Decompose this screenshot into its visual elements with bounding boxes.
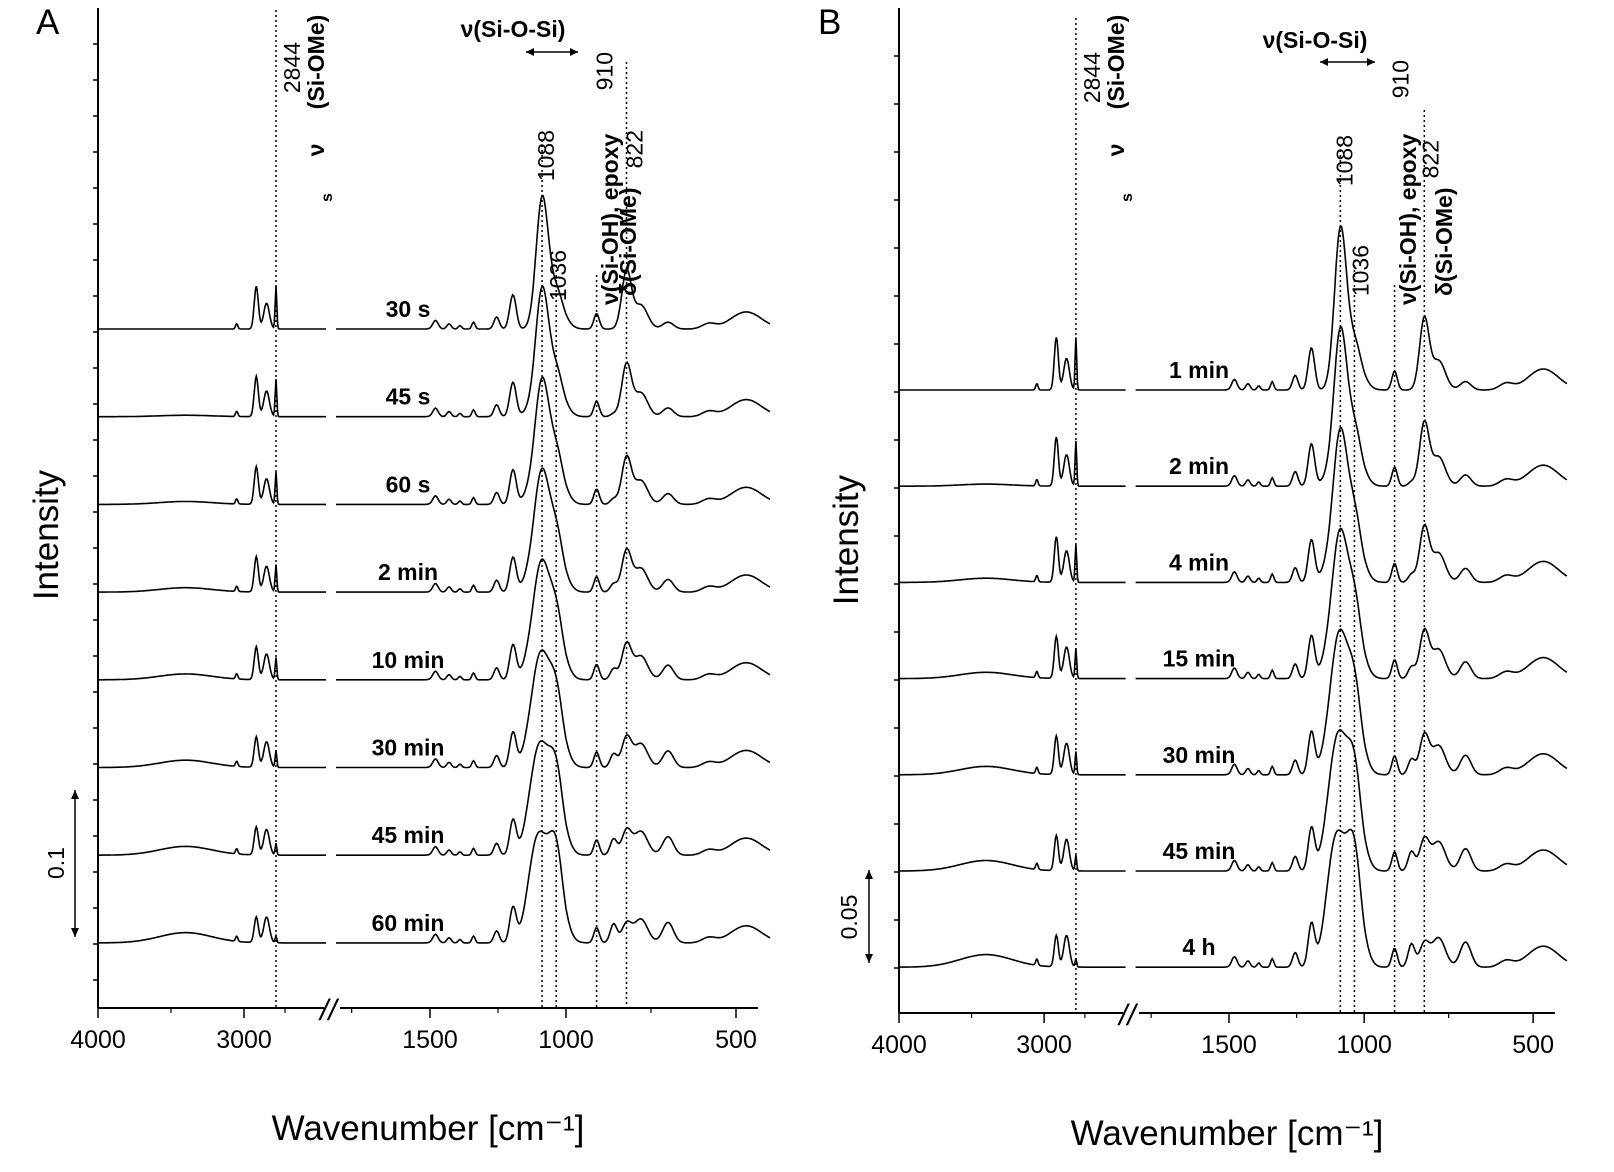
- spectrum-trace: [899, 832, 1126, 872]
- assignment-label: ν(Si-OH), epoxy: [1395, 134, 1421, 305]
- spectrum-trace: [98, 914, 326, 944]
- assignment-label: ν(Si-OH), epoxy: [597, 134, 623, 305]
- panel-b: B // 4000 3000 1500 1000 500 Wavenumber [cm⁻¹] I…: [818, 3, 1568, 1153]
- peak-number: 910: [592, 52, 618, 90]
- assignment-label: δ(Si-OMe): [1431, 188, 1457, 297]
- x-tick-label: 1000: [538, 1026, 594, 1054]
- spectrum-trace: [98, 373, 326, 418]
- spectrum-trace: [1135, 426, 1568, 584]
- panel-letter: A: [36, 3, 60, 42]
- spectrum-trace: [1135, 828, 1568, 968]
- trace-label: 45 min: [372, 822, 445, 848]
- spectrum-trace: [98, 286, 326, 330]
- spectrum-trace: [98, 463, 326, 506]
- trace-label: 30 min: [372, 735, 445, 761]
- y-axis-title: Intensity: [27, 469, 66, 600]
- x-tick-label: 500: [1512, 1031, 1554, 1059]
- spectrum-trace: [899, 633, 1126, 680]
- spectrum-trace: [1135, 527, 1568, 680]
- peak-number: 2844: [279, 42, 305, 93]
- spectrum-trace: [336, 740, 771, 856]
- peak-number: 2844: [1079, 52, 1105, 103]
- x-tick-label: 500: [715, 1026, 757, 1054]
- trace-label: 1 min: [1169, 357, 1229, 383]
- spectrum-trace: [899, 733, 1126, 776]
- panel-letter: B: [818, 3, 841, 42]
- peak-number: 822: [1417, 140, 1443, 178]
- spectrum-trace: [336, 649, 771, 769]
- assignment-subscript: s: [319, 193, 336, 202]
- assignment-label: (Si-OMe): [1103, 15, 1129, 110]
- x-tick-label: 1500: [1201, 1031, 1257, 1059]
- assignment-label: (Si-OMe): [303, 15, 329, 110]
- peak-number: 1036: [545, 250, 571, 301]
- peak-number: 822: [622, 130, 648, 168]
- trace-label: 15 min: [1163, 646, 1236, 672]
- trace-label: 60 min: [372, 910, 445, 936]
- trace-label: 2 min: [1169, 453, 1229, 479]
- x-tick-label: 3000: [216, 1026, 272, 1054]
- peak-number: 910: [1388, 60, 1414, 98]
- x-axis-title: Wavenumber [cm⁻¹]: [1071, 1114, 1384, 1153]
- scale-bar-label: 0.1: [43, 847, 69, 879]
- spectrum-trace: [98, 644, 326, 681]
- spectrum-trace: [1135, 729, 1568, 872]
- spectrum-trace: [898, 932, 1126, 968]
- trace-label: 30 min: [1163, 742, 1236, 768]
- axis-break: //: [318, 994, 339, 1027]
- spectrum-trace: [899, 536, 1126, 584]
- assignment-label: ν: [303, 144, 329, 157]
- spectrum-trace: [1135, 628, 1568, 776]
- spectrum-trace: [98, 734, 326, 769]
- spectrum-trace: [1135, 225, 1568, 391]
- x-axis-title: Wavenumber [cm⁻¹]: [272, 1109, 585, 1148]
- trace-label: 60 s: [386, 471, 431, 497]
- x-tick-label: 4000: [871, 1031, 927, 1059]
- assignment-subscript: s: [1119, 193, 1136, 202]
- spectrum-trace: [336, 376, 771, 506]
- y-axis-title: Intensity: [827, 474, 866, 605]
- assignment-label: ν: [1103, 144, 1129, 157]
- trace-label: 2 min: [378, 559, 438, 585]
- spectrum-trace: [336, 194, 771, 330]
- spectrum-trace: [899, 436, 1126, 487]
- peak-number: 1088: [1331, 135, 1357, 186]
- spectrum-trace: [899, 337, 1126, 391]
- spectrum-trace: [336, 558, 771, 681]
- panel-a: A // 4000 3000 1500 1000 500 Wavenumber [cm⁻¹] I…: [27, 3, 771, 1148]
- trace-label: 30 s: [386, 296, 431, 322]
- x-tick-label: 4000: [70, 1026, 126, 1054]
- axis-break: //: [1117, 999, 1138, 1032]
- peak-number: 1036: [1347, 245, 1373, 296]
- trace-label: 4 h: [1182, 934, 1215, 960]
- x-tick-label: 1500: [402, 1026, 458, 1054]
- trace-label: 10 min: [372, 647, 445, 673]
- x-tick-label: 3000: [1016, 1031, 1072, 1059]
- spectrum-trace: [336, 285, 771, 418]
- trace-label: 4 min: [1169, 549, 1229, 575]
- spectrum-trace: [98, 553, 326, 593]
- scale-bar-label: 0.05: [836, 895, 862, 940]
- spectrum-trace: [1135, 325, 1568, 487]
- trace-label: 45 s: [386, 384, 431, 410]
- spectrum-trace: [336, 467, 771, 593]
- trace-label: 45 min: [1163, 838, 1236, 864]
- peak-number: 1088: [533, 130, 559, 181]
- spectrum-trace: [98, 824, 326, 856]
- assignment-label: δ(Si-OMe): [615, 188, 641, 297]
- spectrum-trace: [336, 829, 771, 944]
- assignment-label: ν(Si-O-Si): [1263, 27, 1368, 53]
- x-tick-label: 1000: [1336, 1031, 1392, 1059]
- assignment-label: ν(Si-O-Si): [461, 16, 566, 42]
